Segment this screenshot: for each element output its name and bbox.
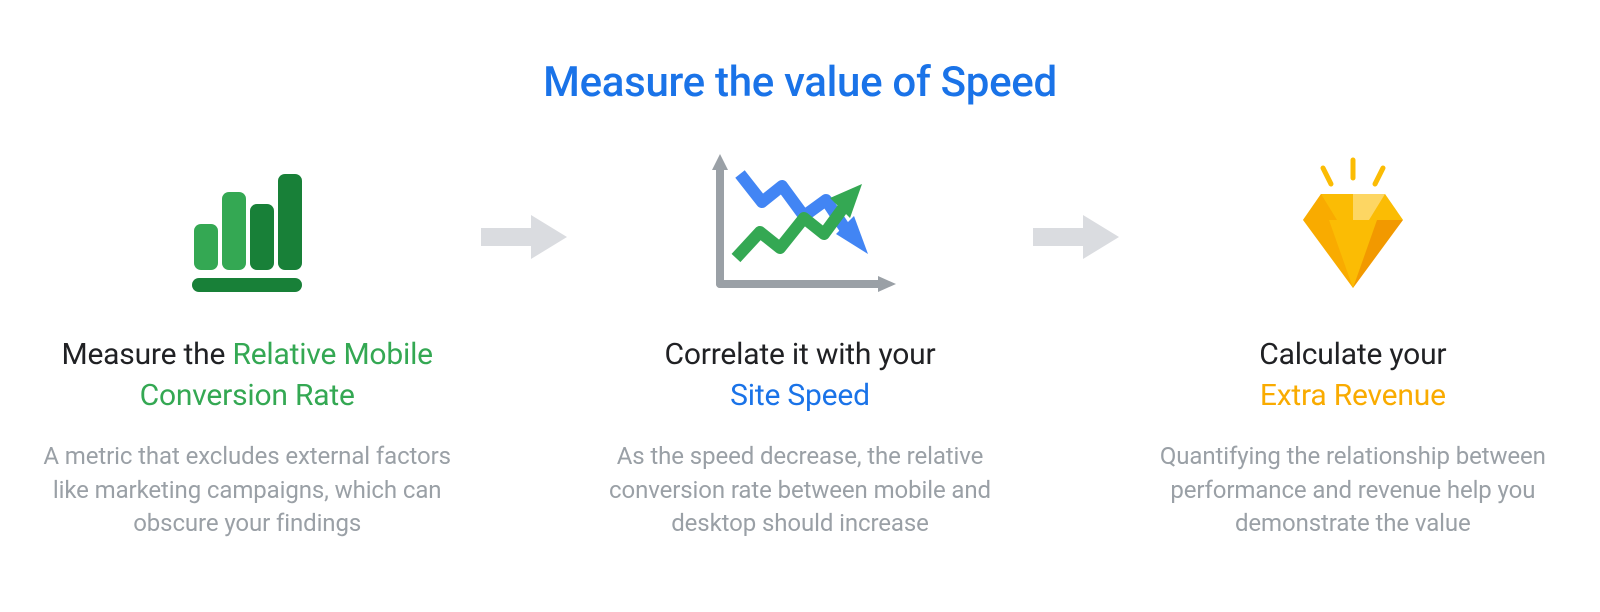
step-description: As the speed decrease, the relative conv… (585, 440, 1015, 541)
step-correlate: Correlate it with your Site Speed As the… (583, 149, 1017, 541)
heading-prefix: Calculate your (1259, 337, 1446, 372)
step-measure: Measure the Relative Mobile Conversion R… (30, 149, 464, 541)
arrow-icon (1017, 149, 1135, 259)
step-heading: Calculate your Extra Revenue (1259, 335, 1446, 416)
infographic-container: Measure the value of Speed Measure the R… (0, 0, 1600, 612)
diamond-icon (1273, 149, 1433, 309)
heading-highlight: Extra Revenue (1260, 378, 1446, 413)
step-description: Quantifying the relationship between per… (1138, 440, 1568, 541)
steps-row: Measure the Relative Mobile Conversion R… (30, 149, 1570, 541)
heading-prefix: Measure the (61, 337, 232, 372)
step-calculate: Calculate your Extra Revenue Quantifying… (1136, 149, 1570, 541)
crossing-lines-chart-icon (700, 149, 900, 309)
bar-chart-icon (172, 149, 322, 309)
step-heading: Correlate it with your Site Speed (665, 335, 936, 416)
heading-highlight: Site Speed (730, 378, 870, 413)
arrow-icon (464, 149, 582, 259)
main-title: Measure the value of Speed (543, 58, 1057, 107)
step-heading: Measure the Relative Mobile Conversion R… (30, 335, 464, 416)
step-description: A metric that excludes external factors … (32, 440, 462, 541)
heading-prefix: Correlate it with your (665, 337, 936, 372)
